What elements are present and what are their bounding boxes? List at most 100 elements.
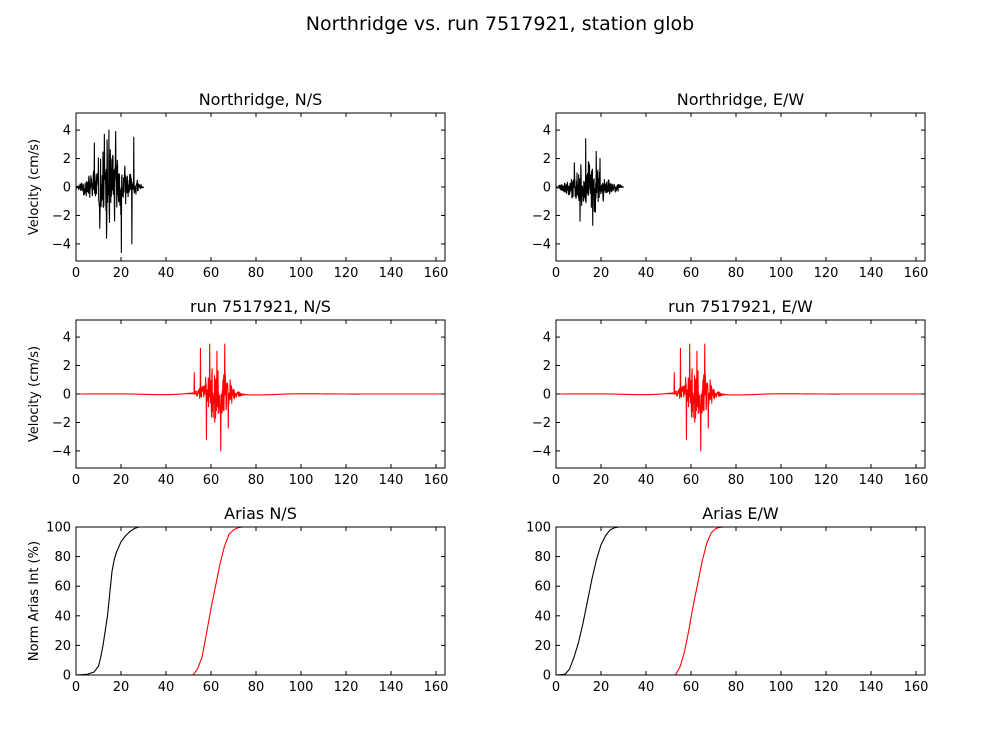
x-tick-label: 80 (248, 680, 265, 695)
y-tick-label: 2 (63, 152, 71, 167)
x-tick-label: 40 (638, 473, 655, 488)
x-tick-label: 100 (769, 680, 794, 695)
x-tick-label: 160 (424, 473, 449, 488)
x-tick-label: 140 (379, 266, 404, 281)
x-tick-label: 160 (904, 266, 929, 281)
y-tick-label: 4 (63, 124, 71, 139)
x-tick-label: 40 (638, 680, 655, 695)
series-line-1 (556, 138, 625, 226)
plot-area (556, 343, 925, 452)
x-tick-label: 140 (379, 473, 404, 488)
x-tick-label: 120 (334, 473, 359, 488)
series-line-1 (76, 343, 445, 452)
x-tick-label: 140 (859, 680, 884, 695)
y-tick-label: 0 (63, 388, 71, 403)
y-tick-label: 4 (543, 124, 551, 139)
x-tick-label: 20 (113, 473, 130, 488)
y-tick-label: 4 (63, 331, 71, 346)
x-tick-label: 0 (72, 266, 80, 281)
x-tick-label: 20 (593, 473, 610, 488)
x-tick-label: 40 (158, 266, 175, 281)
y-tick-label: 2 (543, 359, 551, 374)
x-tick-label: 20 (113, 680, 130, 695)
y-tick-label: 100 (526, 521, 551, 536)
y-tick-label: 0 (63, 669, 71, 684)
x-tick-label: 120 (814, 266, 839, 281)
x-tick-label: 100 (289, 680, 314, 695)
subplot-5: Arias N/S Norm Arias Int (%) 0 20 40 60 80 100 1… (27, 504, 448, 695)
x-tick-label: 100 (769, 473, 794, 488)
x-tick-label: 120 (334, 266, 359, 281)
subplot-4: run 7517921, E/W0 20 40 60 80 100 120 140 160−4−… (532, 297, 929, 488)
y-axis-label: Velocity (cm/s) (27, 139, 42, 235)
x-tick-label: 80 (728, 473, 745, 488)
plot-area (556, 138, 625, 226)
y-tick-label: 2 (543, 152, 551, 167)
subplot-title: run 7517921, E/W (668, 297, 813, 316)
x-tick-label: 0 (72, 680, 80, 695)
y-tick-label: 2 (63, 359, 71, 374)
y-axis-label: Velocity (cm/s) (27, 346, 42, 442)
y-tick-label: −2 (532, 416, 551, 431)
x-tick-label: 140 (859, 473, 884, 488)
x-tick-label: 160 (424, 680, 449, 695)
subplot-title: Arias E/W (702, 504, 779, 523)
y-tick-label: 60 (534, 580, 551, 595)
x-tick-label: 60 (203, 266, 220, 281)
x-tick-label: 60 (683, 680, 700, 695)
x-tick-label: 60 (683, 473, 700, 488)
y-tick-label: 20 (534, 639, 551, 654)
x-tick-label: 20 (593, 266, 610, 281)
x-tick-label: 80 (248, 473, 265, 488)
x-tick-label: 40 (158, 680, 175, 695)
x-tick-label: 0 (552, 680, 560, 695)
series-line-1 (556, 343, 925, 452)
x-tick-label: 120 (334, 680, 359, 695)
x-tick-label: 100 (769, 266, 794, 281)
y-tick-label: −2 (52, 209, 71, 224)
subplot-title: Arias N/S (224, 504, 297, 523)
y-tick-label: −4 (52, 444, 71, 459)
x-tick-label: 80 (248, 266, 265, 281)
x-tick-label: 20 (113, 266, 130, 281)
subplot-6: Arias E/W 0 20 40 60 80 100 120 140 160 0 20 40 60 80 1… (526, 504, 928, 695)
y-tick-label: 4 (543, 331, 551, 346)
x-tick-label: 100 (289, 473, 314, 488)
y-tick-label: 80 (54, 550, 71, 565)
x-tick-label: 140 (379, 680, 404, 695)
x-tick-label: 160 (904, 680, 929, 695)
plot-area (76, 527, 445, 675)
series-line-1 (76, 129, 145, 254)
y-tick-label: 40 (54, 609, 71, 624)
axes-frame (555, 526, 926, 676)
subplot-title: Northridge, E/W (677, 90, 805, 109)
x-tick-label: 140 (859, 266, 884, 281)
y-tick-label: 0 (543, 388, 551, 403)
subplot-2: Northridge, E/W0 20 40 60 80 100 120 140 160−4−2… (532, 90, 929, 281)
x-tick-label: 120 (814, 680, 839, 695)
x-tick-label: 100 (289, 266, 314, 281)
x-tick-label: 0 (552, 266, 560, 281)
y-tick-label: 0 (543, 669, 551, 684)
plot-area (76, 343, 445, 452)
y-tick-label: 40 (534, 609, 551, 624)
x-tick-label: 20 (593, 680, 610, 695)
subplot-title: run 7517921, N/S (190, 297, 331, 316)
x-tick-label: 160 (904, 473, 929, 488)
x-tick-label: 60 (683, 266, 700, 281)
y-axis-label: Norm Arias Int (%) (27, 541, 42, 661)
axes-frame (75, 526, 446, 676)
y-tick-label: 80 (534, 550, 551, 565)
y-tick-label: 100 (46, 521, 71, 536)
x-tick-label: 40 (638, 266, 655, 281)
y-tick-label: −4 (532, 237, 551, 252)
y-tick-label: 0 (63, 181, 71, 196)
y-tick-label: 60 (54, 580, 71, 595)
y-tick-label: 20 (54, 639, 71, 654)
subplot-title: Northridge, N/S (199, 90, 323, 109)
y-tick-label: −2 (52, 416, 71, 431)
